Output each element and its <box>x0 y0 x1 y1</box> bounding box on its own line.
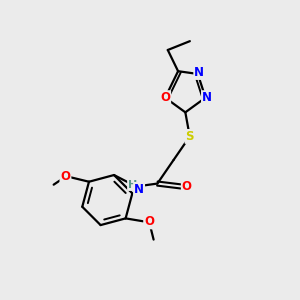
Text: S: S <box>185 130 194 143</box>
Text: N: N <box>202 91 212 104</box>
Text: H: H <box>128 180 137 190</box>
Text: N: N <box>134 183 144 196</box>
Text: N: N <box>194 66 204 79</box>
Text: O: O <box>182 180 192 193</box>
Text: O: O <box>60 170 70 183</box>
Text: O: O <box>144 215 154 228</box>
Text: O: O <box>160 91 170 104</box>
